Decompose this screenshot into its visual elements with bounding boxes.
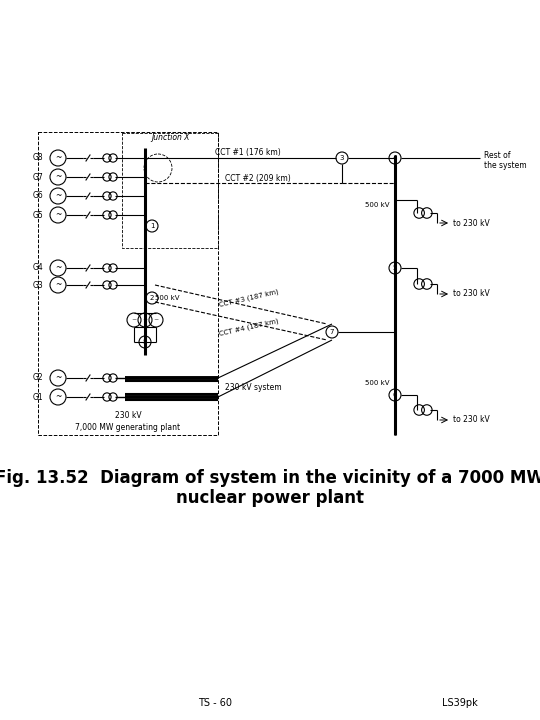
Text: Fig. 13.52  Diagram of system in the vicinity of a 7000 MW: Fig. 13.52 Diagram of system in the vici… (0, 469, 540, 487)
Text: ~: ~ (55, 192, 61, 200)
Text: 230 kV system: 230 kV system (225, 384, 282, 392)
Text: ~: ~ (55, 173, 61, 181)
Text: G5: G5 (32, 210, 43, 220)
Text: 4: 4 (393, 155, 397, 161)
Text: G4: G4 (32, 264, 43, 272)
Text: G2: G2 (32, 374, 43, 382)
Text: 5: 5 (393, 265, 397, 271)
Text: G3: G3 (32, 281, 43, 289)
Text: ~: ~ (55, 153, 61, 163)
Text: CCT #1 (176 km): CCT #1 (176 km) (215, 148, 281, 158)
Text: 7,000 MW generating plant: 7,000 MW generating plant (76, 423, 180, 433)
Text: to 230 kV: to 230 kV (453, 218, 490, 228)
Text: Rest of: Rest of (484, 150, 510, 160)
Text: 8: 8 (143, 339, 147, 345)
Text: 3: 3 (340, 155, 345, 161)
Text: 7: 7 (330, 329, 334, 335)
Text: the system: the system (484, 161, 526, 169)
Text: ~: ~ (143, 318, 147, 323)
Text: 500 kV: 500 kV (364, 380, 389, 386)
Text: ~: ~ (55, 210, 61, 220)
Text: ~: ~ (153, 318, 159, 323)
Text: CCT #3 (187 km): CCT #3 (187 km) (219, 289, 279, 308)
Text: CCT #2 (209 km): CCT #2 (209 km) (225, 174, 291, 182)
Text: TS - 60: TS - 60 (198, 698, 232, 708)
Text: to 230 kV: to 230 kV (453, 289, 490, 299)
Text: nuclear power plant: nuclear power plant (176, 489, 364, 507)
Text: 6: 6 (393, 392, 397, 398)
Text: G8: G8 (32, 153, 43, 163)
Text: ~: ~ (131, 318, 137, 323)
Text: ~: ~ (55, 264, 61, 272)
Text: ~: ~ (55, 281, 61, 289)
Text: to 230 kV: to 230 kV (453, 415, 490, 425)
Text: 1: 1 (150, 223, 154, 229)
Text: Junction X: Junction X (151, 133, 189, 143)
Text: G6: G6 (32, 192, 43, 200)
Text: CCT #4 (187 km): CCT #4 (187 km) (219, 318, 279, 337)
Text: ~: ~ (55, 374, 61, 382)
Text: G1: G1 (32, 392, 43, 402)
Text: ~: ~ (55, 392, 61, 402)
Text: 500 kV: 500 kV (155, 295, 179, 301)
Text: 500 kV: 500 kV (364, 202, 389, 208)
Text: 230 kV: 230 kV (114, 412, 141, 420)
Text: LS39pk: LS39pk (442, 698, 478, 708)
Text: 2: 2 (150, 295, 154, 301)
Text: G7: G7 (32, 173, 43, 181)
